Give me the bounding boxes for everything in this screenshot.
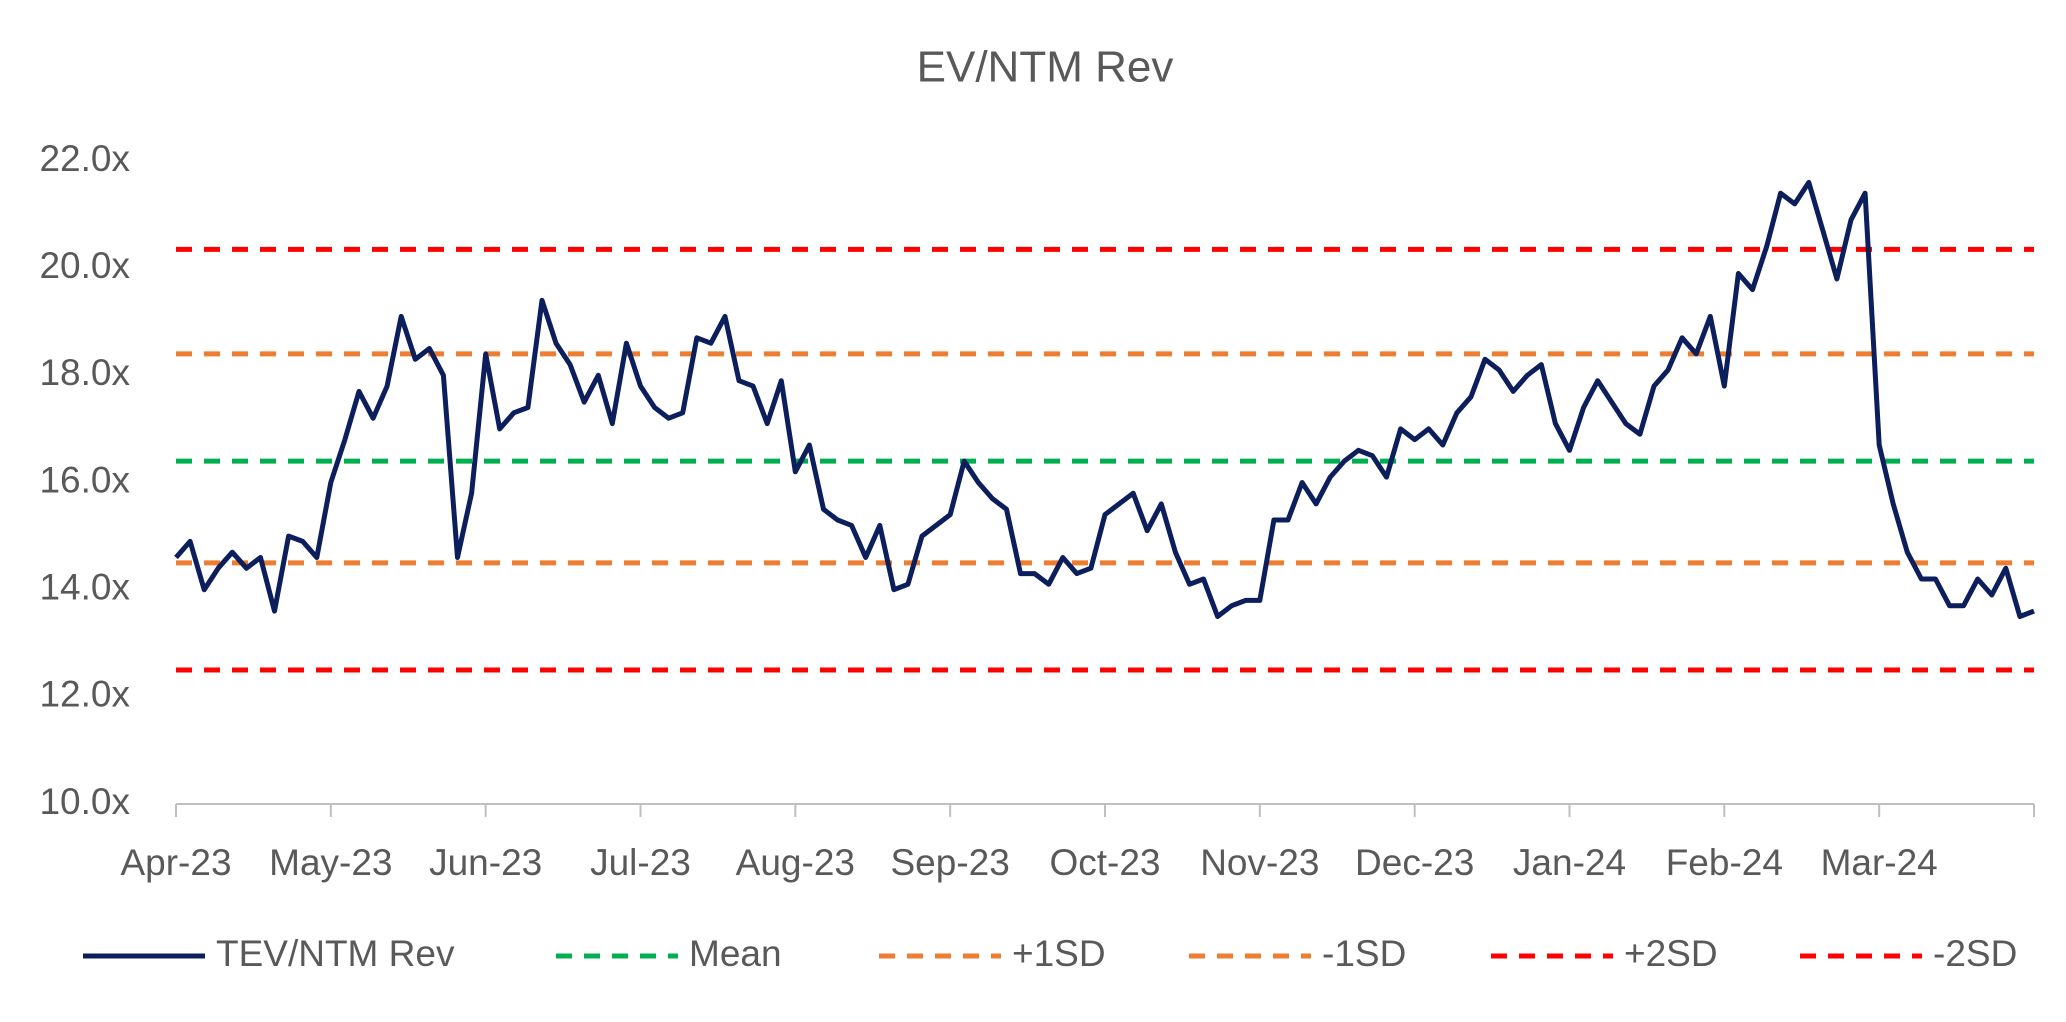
y-tick-label: 12.0x (39, 674, 130, 715)
legend-label: Mean (689, 933, 782, 974)
x-tick-label: May-23 (269, 842, 392, 883)
legend-label: TEV/NTM Rev (216, 933, 455, 974)
x-tick-label: Jan-24 (1513, 842, 1626, 883)
y-tick-label: 20.0x (39, 245, 130, 286)
x-tick-label: Dec-23 (1355, 842, 1474, 883)
legend-label: +1SD (1012, 933, 1106, 974)
x-tick-label: Feb-24 (1666, 842, 1783, 883)
x-tick-label: Jul-23 (590, 842, 691, 883)
chart-title: EV/NTM Rev (917, 43, 1174, 92)
data-line (174, 179, 2035, 619)
x-tick-label: Apr-23 (120, 842, 231, 883)
y-tick-label: 10.0x (39, 781, 130, 822)
x-tick-label: Jun-23 (429, 842, 542, 883)
x-tick-label: Sep-23 (891, 842, 1010, 883)
legend-label: -1SD (1322, 933, 1406, 974)
legend-label: -2SD (1933, 933, 2017, 974)
x-tick-label: Aug-23 (736, 842, 855, 883)
y-tick-label: 14.0x (39, 566, 130, 607)
y-tick-label: 22.0x (39, 138, 130, 179)
y-tick-label: 18.0x (39, 352, 130, 393)
y-tick-label: 16.0x (39, 459, 130, 500)
x-tick-label: Mar-24 (1821, 842, 1938, 883)
x-tick-label: Oct-23 (1049, 842, 1160, 883)
legend-label: +2SD (1624, 933, 1718, 974)
x-tick-label: Nov-23 (1200, 842, 1319, 883)
